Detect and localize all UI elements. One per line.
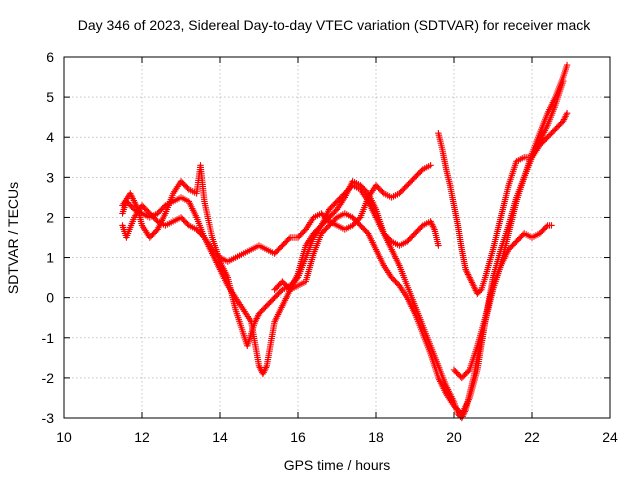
x-tick-label: 14 — [212, 429, 228, 445]
data-point — [277, 287, 285, 295]
data-point — [476, 287, 484, 295]
data-point — [560, 77, 567, 85]
x-axis-label: GPS time / hours — [284, 457, 391, 473]
x-tick-label: 24 — [602, 429, 618, 445]
data-point — [184, 184, 191, 192]
series-track-6 — [450, 222, 555, 382]
data-point — [543, 223, 550, 231]
x-tick-label: 10 — [56, 429, 72, 445]
y-tick-label: 0 — [46, 290, 54, 306]
data-point — [379, 188, 386, 196]
y-tick-label: 5 — [46, 89, 54, 105]
y-tick-label: -3 — [42, 410, 55, 426]
plot-frame — [63, 56, 611, 419]
x-tick-label: 12 — [134, 429, 150, 445]
y-tick-label: -2 — [42, 370, 55, 386]
data-point — [129, 204, 137, 212]
data-point — [332, 215, 339, 222]
series-track-3 — [119, 162, 434, 265]
y-tick-label: 1 — [46, 250, 54, 266]
data-point — [465, 368, 472, 375]
data-point — [563, 61, 571, 69]
data-point — [215, 253, 222, 260]
y-tick-label: 3 — [46, 169, 54, 185]
data-point — [387, 236, 394, 244]
series-track-4 — [271, 182, 442, 293]
x-tick-label: 16 — [290, 429, 306, 445]
x-tick-label: 18 — [368, 429, 384, 445]
data-point — [418, 223, 425, 231]
series-track-5 — [435, 109, 571, 297]
x-tick-label: 22 — [524, 429, 540, 445]
y-tick-label: -1 — [42, 330, 55, 346]
data-point — [548, 222, 555, 229]
series-track-2 — [119, 77, 567, 418]
data-point — [285, 235, 293, 243]
data-point — [418, 167, 425, 174]
data-point — [153, 216, 160, 224]
data-point — [427, 162, 434, 169]
data-point — [160, 203, 168, 210]
y-axis-label: SDTVAR / TECUs — [5, 182, 21, 294]
data-point — [563, 109, 571, 117]
y-tick-label: 6 — [46, 49, 54, 65]
y-tick-label: 2 — [46, 209, 54, 225]
data-point — [184, 220, 191, 228]
data-point — [435, 242, 442, 249]
data-point — [355, 215, 363, 222]
chart-title: Day 346 of 2023, Sidereal Day-to-day VTE… — [78, 17, 591, 33]
x-tick-label: 20 — [446, 429, 462, 445]
data-points — [119, 61, 571, 422]
y-tick-label: 4 — [46, 129, 54, 145]
